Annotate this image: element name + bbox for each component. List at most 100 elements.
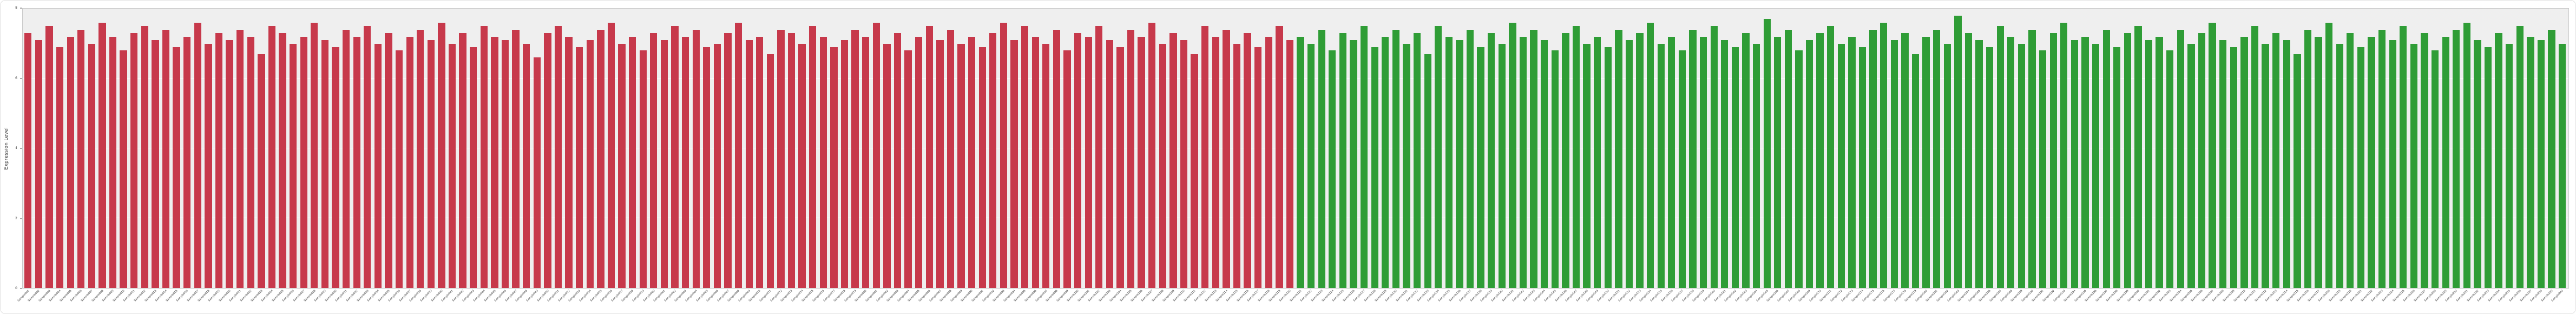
bar-slot: Sample196 — [2085, 9, 2101, 303]
bar — [2304, 29, 2312, 288]
bar — [1752, 43, 1760, 288]
bar-slot: Sample238 — [2530, 9, 2547, 303]
bar-slot: Sample219 — [2329, 9, 2345, 303]
bar-slot: Sample053 — [568, 9, 585, 303]
bar-slot: Sample137 — [1459, 9, 1476, 303]
bar-slot: Sample141 — [1501, 9, 1518, 303]
bar — [2315, 36, 2322, 288]
bar — [2431, 50, 2439, 288]
bar — [1159, 43, 1166, 288]
bar-slot: Sample197 — [2095, 9, 2112, 303]
gridlines — [23, 9, 2568, 288]
bar — [618, 43, 626, 288]
bar — [152, 40, 159, 288]
bar-slot: Sample129 — [1374, 9, 1391, 303]
bar-slot: Sample034 — [367, 9, 384, 303]
bar-slot: Sample064 — [685, 9, 701, 303]
bar-slot: Sample170 — [1809, 9, 1825, 303]
bar — [2527, 36, 2534, 288]
bar-slot: Sample237 — [2519, 9, 2536, 303]
bar-slot: Sample029 — [314, 9, 331, 303]
bar — [1498, 43, 1506, 288]
bar — [1869, 29, 1877, 288]
bar — [1021, 26, 1029, 288]
bar-slot: Sample060 — [642, 9, 659, 303]
bar — [2049, 33, 2057, 288]
bar — [2495, 33, 2502, 288]
bar — [703, 47, 711, 288]
bar — [1805, 40, 1813, 288]
bar-slot: Sample161 — [1713, 9, 1730, 303]
bar-slot: Sample177 — [1883, 9, 1900, 303]
bar-slot: Sample076 — [812, 9, 829, 303]
bar-slot: Sample088 — [939, 9, 956, 303]
bar — [2219, 40, 2227, 288]
bar-slot: Sample168 — [1788, 9, 1804, 303]
bar — [1318, 29, 1325, 288]
bar-slot: Sample111 — [1183, 9, 1200, 303]
bar — [660, 40, 668, 288]
bar — [2272, 33, 2280, 288]
bar — [1053, 29, 1061, 288]
bar-slot: Sample106 — [1130, 9, 1147, 303]
bar — [2484, 47, 2492, 288]
bar — [1678, 50, 1686, 288]
bar — [1837, 43, 1845, 288]
bar — [787, 33, 796, 288]
bar — [2410, 43, 2418, 288]
bar — [2230, 47, 2237, 288]
bar — [1127, 29, 1135, 288]
bar — [120, 50, 127, 288]
bar-slot: Sample008 — [91, 9, 108, 303]
bar — [1010, 40, 1018, 288]
bar — [470, 47, 477, 288]
bar-slot: Sample054 — [579, 9, 595, 303]
bar — [2389, 40, 2396, 288]
bar — [1933, 29, 1941, 288]
bar — [45, 26, 53, 288]
bar — [2198, 33, 2206, 288]
bar-slot: Sample101 — [1077, 9, 1094, 303]
bar — [1890, 40, 1898, 288]
bar-slot: Sample102 — [1088, 9, 1105, 303]
bar-slot: Sample159 — [1692, 9, 1709, 303]
bar-slot: Sample136 — [1448, 9, 1465, 303]
bar-slot: Sample005 — [59, 9, 76, 303]
bar — [448, 43, 456, 288]
bar-slot: Sample160 — [1703, 9, 1719, 303]
bar — [1445, 36, 1453, 288]
bar-slot: Sample184 — [1957, 9, 1974, 303]
bar — [1636, 33, 1644, 288]
bars-container: Sample001 Sample002 Sample003 Sample004 Samp… — [17, 9, 2568, 303]
bar — [2102, 29, 2110, 288]
bar — [1180, 40, 1188, 288]
bar — [1191, 54, 1198, 288]
bar-slot: Sample199 — [2117, 9, 2133, 303]
bar — [1763, 19, 1771, 288]
bar — [321, 40, 329, 288]
bar — [236, 29, 244, 288]
bar-slot: Sample235 — [2498, 9, 2515, 303]
bar-slot: Sample066 — [706, 9, 723, 303]
bar — [862, 36, 870, 288]
bar-slot: Sample112 — [1194, 9, 1211, 303]
bar-slot: Sample239 — [2540, 9, 2557, 303]
bar-slot: Sample162 — [1724, 9, 1741, 303]
bar — [1138, 36, 1145, 288]
bar — [67, 36, 74, 288]
bar-slot: Sample035 — [377, 9, 394, 303]
bar-slot: Sample007 — [81, 9, 97, 303]
bar — [1848, 36, 1856, 288]
bar — [2442, 36, 2449, 288]
bar — [459, 33, 466, 288]
bar-slot: Sample024 — [261, 9, 278, 303]
bar-slot: Sample031 — [335, 9, 352, 303]
bar — [512, 29, 520, 288]
bar — [289, 43, 297, 288]
bar-slot: Sample086 — [918, 9, 935, 303]
bar-slot: Sample174 — [1851, 9, 1868, 303]
bar-slot: Sample206 — [2191, 9, 2207, 303]
bar — [1986, 47, 1994, 288]
bar-slot: Sample037 — [398, 9, 415, 303]
bar-slot: Sample012 — [134, 9, 150, 303]
